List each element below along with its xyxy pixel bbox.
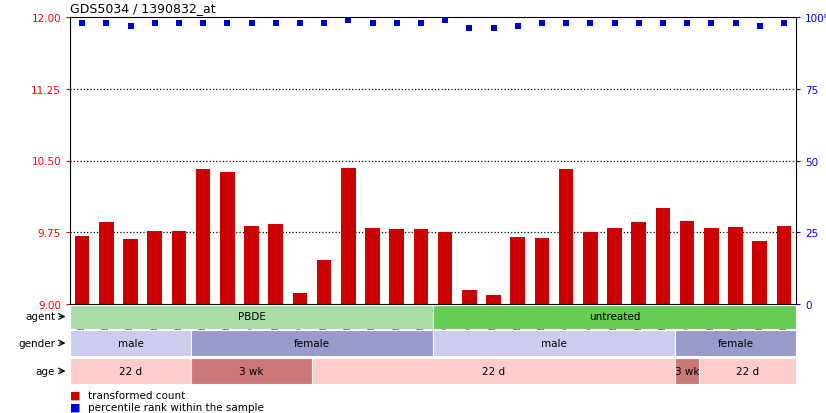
Bar [312,358,675,385]
Bar [70,358,191,385]
Bar [268,224,283,304]
Text: 22 d: 22 d [119,366,142,376]
Point [535,20,548,27]
Text: PBDE: PBDE [238,312,265,322]
Bar [414,230,428,304]
Point [100,20,113,27]
Text: 22 d: 22 d [736,366,759,376]
Point [390,20,403,27]
Bar [680,221,695,304]
Bar [433,305,796,329]
Bar [147,232,162,304]
Bar [438,233,453,304]
Bar [510,237,525,304]
Bar [70,330,191,356]
Point [608,20,621,27]
Bar [656,209,670,304]
Text: ■: ■ [70,402,80,412]
Bar [776,226,791,304]
Bar [172,232,186,304]
Bar [675,330,796,356]
Bar [123,240,138,304]
Bar [607,229,622,304]
Bar [341,169,355,304]
Text: male: male [541,338,567,348]
Point [124,23,137,30]
Point [487,26,500,33]
Bar [583,233,597,304]
Bar [75,237,89,304]
Point [148,20,161,27]
Text: untreated: untreated [589,312,640,322]
Bar [220,173,235,304]
Text: 22 d: 22 d [482,366,505,376]
Point [366,20,379,27]
Point [729,20,742,27]
Point [439,17,452,24]
Text: 3 wk: 3 wk [240,366,263,376]
Bar [365,229,380,304]
Point [317,20,330,27]
Point [244,20,258,27]
Point [197,20,210,27]
Text: agent: agent [25,312,55,322]
Bar [292,293,307,304]
Point [75,20,88,27]
Point [705,20,718,27]
Point [173,20,186,27]
Bar [191,330,433,356]
Point [293,20,306,27]
Bar [433,330,675,356]
Bar [196,170,211,304]
Point [753,23,767,30]
Text: transformed count: transformed count [88,390,185,400]
Point [584,20,597,27]
Point [657,20,670,27]
Text: gender: gender [18,338,55,348]
Text: GDS5034 / 1390832_at: GDS5034 / 1390832_at [70,2,216,15]
Bar [631,222,646,304]
Bar [191,358,312,385]
Point [777,20,790,27]
Text: 3 wk: 3 wk [675,366,700,376]
Bar [389,230,404,304]
Bar [752,241,767,304]
Bar [462,290,477,304]
Point [221,20,234,27]
Text: age: age [36,366,55,376]
Bar [729,228,743,304]
Text: male: male [117,338,144,348]
Bar [699,358,796,385]
Bar [244,226,259,304]
Text: female: female [294,338,330,348]
Bar [99,222,113,304]
Text: percentile rank within the sample: percentile rank within the sample [88,402,264,412]
Bar [317,260,331,304]
Point [269,20,282,27]
Text: ■: ■ [70,390,80,400]
Bar [559,170,573,304]
Text: female: female [718,338,753,348]
Point [681,20,694,27]
Bar [534,238,549,304]
Bar [487,296,501,304]
Bar [675,358,699,385]
Point [559,20,572,27]
Point [511,23,525,30]
Bar [70,305,433,329]
Point [415,20,428,27]
Point [342,17,355,24]
Point [632,20,645,27]
Bar [704,229,719,304]
Point [463,26,476,33]
